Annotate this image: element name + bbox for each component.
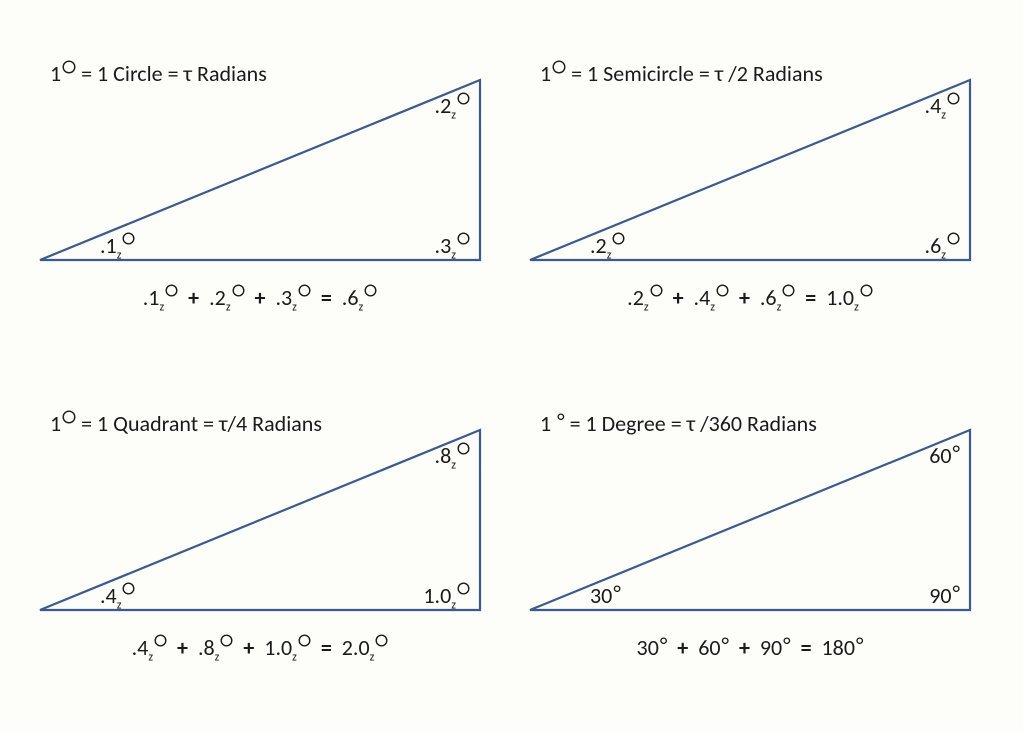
equation: .4z + .8z + 1.0z = 2.0z [30, 634, 490, 663]
equation: .1z + .2z + .3z = .6z [30, 284, 490, 313]
quarter-icon [220, 634, 233, 647]
degree-icon: ° [660, 634, 667, 656]
value: .4 [694, 284, 711, 311]
angle-left: .2z [590, 232, 625, 261]
full-icon [232, 284, 245, 297]
angle-top: 60° [929, 442, 960, 467]
value: .1 [143, 284, 160, 311]
panel-quadrant: 1 = 1 Quadrant = τ/4 Radians .4z .8z 1.0z .4… [30, 390, 490, 690]
value: .3 [275, 284, 292, 311]
angle-right: .3z [435, 232, 470, 261]
value: 1.0 [264, 634, 292, 661]
panel-title: 1 ° = 1 Degree = τ /360 Radians [540, 410, 817, 435]
quarter-icon [457, 582, 470, 595]
quarter-icon [154, 634, 167, 647]
degree-icon: ° [722, 634, 729, 656]
equation: .2z + .4z + .6z = 1.0z [520, 284, 980, 313]
quarter-icon [375, 634, 388, 647]
panel-title: 1 = 1 Circle = τ Radians [50, 60, 267, 85]
degree-icon: ° [613, 582, 620, 604]
half-icon [860, 284, 873, 297]
value: .6 [342, 284, 359, 311]
half-icon [612, 232, 625, 245]
value: .6 [760, 284, 777, 311]
panel-title: 1 = 1 Quadrant = τ/4 Radians [50, 410, 322, 435]
panel-circle: 1 = 1 Circle = τ Radians .1z .2z .3z .1z + .… [30, 40, 490, 340]
value: 1.0 [826, 284, 854, 311]
full-icon [364, 284, 377, 297]
angle-top: .8z [435, 442, 470, 471]
value: .3 [435, 232, 452, 259]
angle-left: 30° [590, 582, 621, 607]
full-icon [165, 284, 178, 297]
full-icon [457, 92, 470, 105]
value: .4 [925, 92, 942, 119]
value: .2 [590, 232, 607, 259]
degree-icon: ° [783, 634, 790, 656]
panel-semicircle: 1 = 1 Semicircle = τ /2 Radians .2z .4z .6z… [520, 40, 980, 340]
half-icon [552, 60, 566, 74]
angle-right: 90° [929, 582, 960, 607]
quarter-icon [457, 442, 470, 455]
angle-right: .6z [925, 232, 960, 261]
panel-title: 1 = 1 Semicircle = τ /2 Radians [540, 60, 823, 85]
angle-left: .1z [100, 232, 135, 261]
value: .4 [132, 634, 149, 661]
value: 2.0 [342, 634, 370, 661]
angle-top: .4z [925, 92, 960, 121]
half-icon [782, 284, 795, 297]
half-icon [650, 284, 663, 297]
quarter-icon [122, 582, 135, 595]
full-icon [457, 232, 470, 245]
full-icon [298, 284, 311, 297]
degree-icon: ° [856, 634, 863, 656]
value: 1.0 [423, 582, 451, 609]
value: .4 [100, 582, 117, 609]
value: .1 [100, 232, 117, 259]
value: .8 [198, 634, 215, 661]
angle-top: .2z [435, 92, 470, 121]
value: 60 [698, 634, 720, 661]
value: .6 [925, 232, 942, 259]
value: 180 [822, 634, 855, 661]
full-icon [62, 60, 76, 74]
full-icon [122, 232, 135, 245]
value: .8 [435, 442, 452, 469]
value: .2 [209, 284, 226, 311]
equation: 30° + 60° + 90° = 180° [520, 634, 980, 659]
value: 30 [637, 634, 659, 661]
angle-left: .4z [100, 582, 135, 611]
panel-degree: 1 ° = 1 Degree = τ /360 Radians30°60°90°… [520, 390, 980, 690]
degree-icon: ° [953, 442, 960, 464]
quarter-icon [62, 410, 76, 424]
value: .2 [435, 92, 452, 119]
value: 30 [590, 582, 612, 609]
angle-right: 1.0z [423, 582, 470, 611]
value: 60 [929, 442, 951, 469]
value: .2 [627, 284, 644, 311]
degree-icon: ° [953, 582, 960, 604]
half-icon [947, 232, 960, 245]
value: 90 [760, 634, 782, 661]
value: 90 [929, 582, 951, 609]
degree-icon: ° [557, 410, 564, 432]
half-icon [947, 92, 960, 105]
quarter-icon [298, 634, 311, 647]
half-icon [716, 284, 729, 297]
